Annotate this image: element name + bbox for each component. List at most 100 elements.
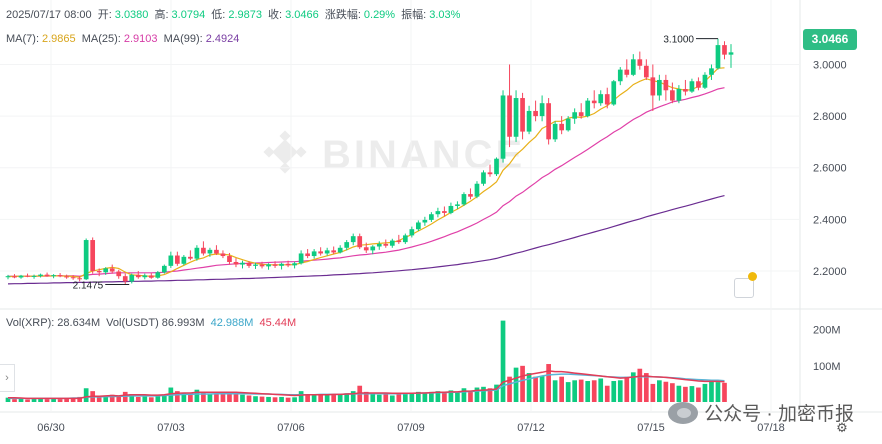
volume-bar [435,391,441,402]
open-value: 3.0380 [114,9,149,21]
volume-bar [657,380,662,402]
candle-body [442,211,447,213]
volume-bar [344,393,350,402]
candle [663,74,669,101]
candle [292,261,297,269]
candle [57,273,63,278]
volume-bar [44,399,50,402]
candle [722,41,727,60]
ohlc-info: 2025/07/17 08:00 开: 3.0380 高: 3.0794 低: 2.9… [6,8,463,22]
volume-bar [129,394,135,402]
volume-bar [324,394,330,402]
candle [148,273,154,279]
candle-body [109,268,115,272]
candle [142,273,148,280]
candle [559,116,564,135]
candle-body [630,59,636,75]
candle [552,121,558,142]
candle-body [487,172,493,175]
candle-body [643,65,649,78]
price-tick-label: 3.0000 [813,59,847,71]
candle [481,170,486,186]
ma99-value: 2.4924 [205,33,240,45]
candle [207,247,213,257]
volume-bar [383,394,389,402]
candle [565,116,571,132]
volume-bar [233,394,239,402]
candle-body [285,263,291,266]
volume-bar [220,392,226,402]
volume-bar [311,394,317,402]
candle [676,85,682,104]
ma-info: MA(7): 2.9865 MA(25): 2.9103 MA(99): 2.4924 [6,32,242,46]
ma99-label[interactable]: MA(99): [163,33,203,45]
settings-icon[interactable]: ⚙ [836,420,848,435]
candle [670,82,675,104]
candle-body [57,275,63,277]
candle-body [64,276,69,278]
volume-bar [318,395,323,402]
vol-usdt-label[interactable]: Vol(USDT) [106,317,159,329]
volume-bar [285,397,291,402]
volume-bar [448,390,454,402]
volume-bar [565,382,571,402]
candle-body [468,194,473,197]
candle [5,274,11,280]
ma7-label[interactable]: MA(7): [6,33,39,45]
volume-bar [578,379,584,402]
candle [194,245,200,261]
candle-body [591,100,597,104]
amplitude-label: 振幅: [401,9,427,21]
candle-body [155,272,161,278]
volume-bar [5,397,11,402]
candle-body [429,214,434,220]
volume-bar [148,397,154,402]
candle [617,67,623,86]
candle-body [233,261,239,265]
candle-body [51,275,56,277]
candle [38,273,43,278]
candle [279,262,284,270]
candle-body [572,112,578,119]
candle-body [12,276,17,278]
svg-text:BINANCE: BINANCE [322,133,525,177]
candle-body [227,256,232,262]
candle-body [96,271,102,273]
low-marker-label: 2.1475 [73,280,104,291]
wechat-watermark: 公众号 · 加密币报 [668,399,854,426]
time-tick-label: 07/18 [757,422,785,434]
volume-bar [298,391,304,402]
volume-bar [533,376,538,402]
volume-bar [702,383,708,402]
candle [728,44,734,68]
volume-bar [96,396,102,402]
candle [715,38,721,70]
candle-body [422,219,428,223]
expand-arrow-icon[interactable]: › [0,364,15,392]
ma25-label[interactable]: MA(25): [81,33,121,45]
drawing-tool-button[interactable] [734,278,754,298]
volume-bar [617,380,623,402]
candle-body [38,274,43,276]
candle [572,108,578,124]
candle-body [292,263,297,266]
candle-body [266,264,271,267]
candle [305,249,310,259]
candle-body [435,211,441,215]
low-label: 低: [211,9,226,21]
volume-bar [331,394,337,402]
candle [396,234,402,244]
candle-body [103,268,109,273]
high-label: 高: [154,9,169,21]
price-tick-label: 2.6000 [813,163,847,175]
candle-body [129,274,135,282]
volume-bar [83,388,89,402]
volume-bar [709,379,714,402]
candle-body [598,94,604,104]
volume-bar [474,387,480,402]
volume-bar [155,395,161,402]
volume-bar [468,391,473,402]
volume-bar [643,373,649,402]
vol-xrp-label[interactable]: Vol(XRP): [6,317,55,329]
